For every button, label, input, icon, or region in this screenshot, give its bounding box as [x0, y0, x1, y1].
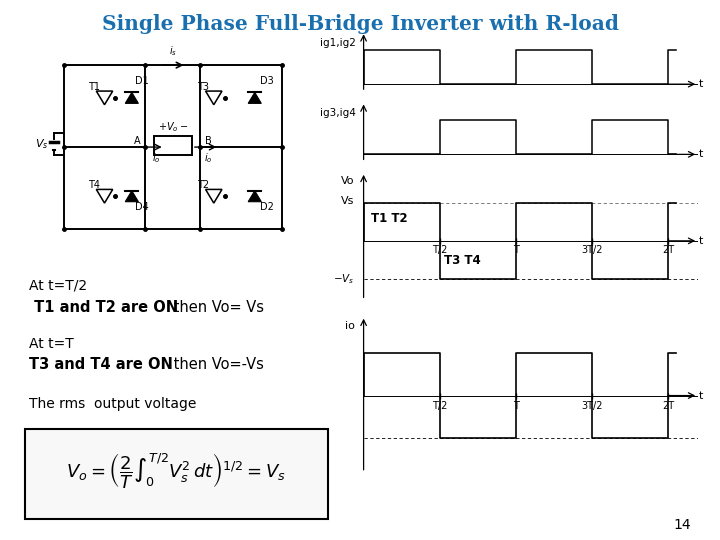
- Text: $+V_o-$: $+V_o-$: [158, 120, 188, 134]
- Text: 14: 14: [674, 518, 691, 532]
- Text: ig3,ig4: ig3,ig4: [320, 108, 356, 118]
- Text: T/2: T/2: [432, 245, 447, 255]
- Text: A: A: [134, 136, 140, 146]
- Text: $V_o = \left(\dfrac{2}{T}\int_0^{T/2}V_s^2\, dt\right)^{1/2} = V_s$: $V_o = \left(\dfrac{2}{T}\int_0^{T/2}V_s…: [66, 453, 287, 491]
- Text: T1: T1: [88, 82, 100, 92]
- Text: T1 and T2 are ON: T1 and T2 are ON: [29, 300, 178, 315]
- FancyBboxPatch shape: [24, 429, 328, 519]
- Polygon shape: [248, 191, 261, 202]
- Text: T3 T4: T3 T4: [444, 253, 481, 267]
- Polygon shape: [125, 92, 138, 103]
- Polygon shape: [248, 92, 261, 103]
- Text: $i_o$: $i_o$: [204, 151, 212, 165]
- Text: T: T: [513, 245, 518, 255]
- Text: D4: D4: [135, 202, 148, 212]
- Text: D3: D3: [260, 76, 274, 86]
- Text: T3 and T4 are ON: T3 and T4 are ON: [29, 357, 173, 373]
- Text: Vs: Vs: [341, 196, 354, 206]
- Text: io: io: [345, 321, 354, 331]
- Text: t: t: [698, 390, 703, 401]
- Text: T2: T2: [197, 180, 210, 190]
- Text: ig1,ig2: ig1,ig2: [320, 38, 356, 48]
- Text: D2: D2: [260, 202, 274, 212]
- Text: Vo: Vo: [341, 176, 354, 186]
- Text: t: t: [698, 150, 703, 159]
- Text: T: T: [513, 401, 518, 411]
- Text: 3T/2: 3T/2: [581, 245, 603, 255]
- Text: $i_s$: $i_s$: [168, 44, 177, 58]
- Text: $i_o$: $i_o$: [152, 151, 161, 165]
- Text: $-V_s$: $-V_s$: [333, 272, 354, 286]
- Text: T/2: T/2: [432, 401, 447, 411]
- Text: The rms  output voltage: The rms output voltage: [29, 397, 196, 411]
- Text: T4: T4: [88, 180, 100, 190]
- Text: 2T: 2T: [662, 245, 674, 255]
- Polygon shape: [125, 191, 138, 202]
- Text: 3T/2: 3T/2: [581, 401, 603, 411]
- Text: t: t: [698, 236, 703, 246]
- Text: $V_s$: $V_s$: [35, 138, 48, 151]
- Text: At t=T/2: At t=T/2: [29, 278, 87, 292]
- Text: D1: D1: [135, 76, 148, 86]
- Text: Single Phase Full-Bridge Inverter with R-load: Single Phase Full-Bridge Inverter with R…: [102, 14, 618, 33]
- Text: then Vo=-Vs: then Vo=-Vs: [169, 357, 264, 373]
- Text: T3: T3: [197, 82, 210, 92]
- Text: then Vo= Vs: then Vo= Vs: [169, 300, 264, 315]
- Text: t: t: [698, 79, 703, 89]
- Text: At t=T: At t=T: [29, 338, 73, 352]
- Text: 2T: 2T: [662, 401, 674, 411]
- Text: B: B: [205, 136, 212, 146]
- Text: T1 T2: T1 T2: [371, 212, 408, 225]
